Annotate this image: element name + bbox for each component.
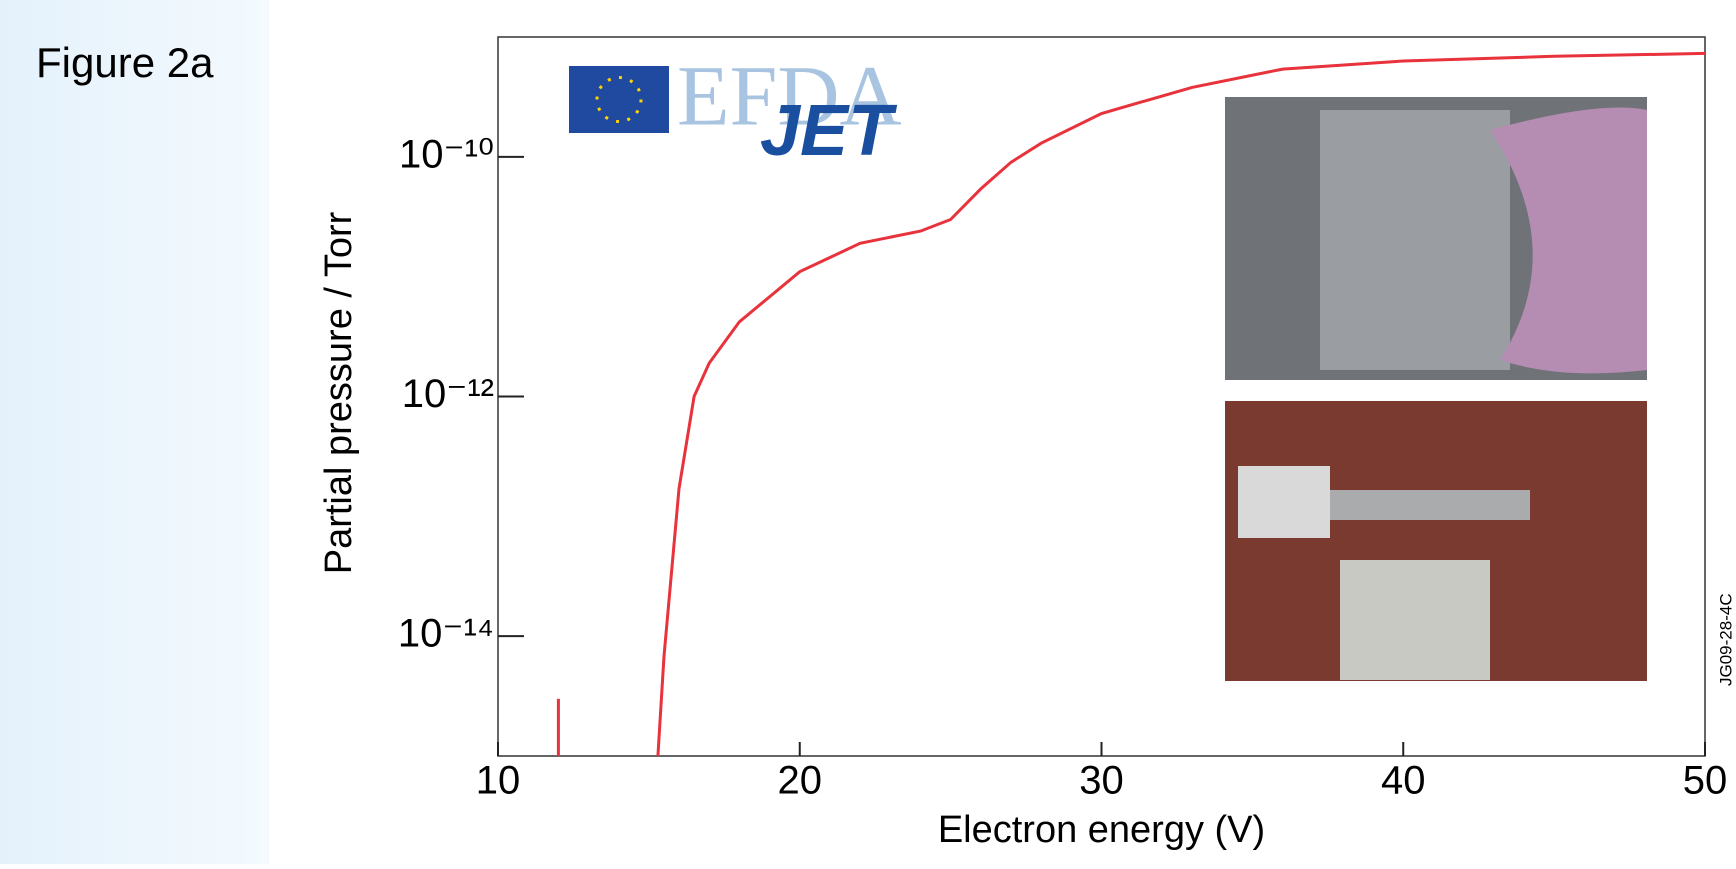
figure-label: Figure 2a (36, 39, 214, 86)
y-axis-label: Partial pressure / Torr (318, 211, 360, 574)
x-tick-label: 20 (778, 759, 823, 803)
photo-bag (1340, 560, 1490, 680)
eu-flag (569, 66, 669, 133)
x-tick-label: 40 (1381, 759, 1426, 803)
x-tick-label: 10 (476, 759, 521, 803)
x-axis-label: Electron energy (V) (938, 809, 1265, 851)
y-tick-label: 10⁻¹⁴ (398, 612, 494, 656)
image-id: JG09-28-4C (1716, 593, 1735, 686)
side-panel (0, 0, 269, 864)
photo-pipe (1330, 490, 1530, 520)
y-tick-label: 10⁻¹² (402, 372, 494, 416)
photo-detail (1320, 110, 1510, 370)
x-tick-label: 50 (1683, 759, 1728, 803)
slide: Figure 2a EFDA JET JG09-28-4C 1020304050… (0, 0, 1736, 864)
photo-box (1238, 466, 1330, 538)
x-tick-label: 30 (1079, 759, 1124, 803)
page: Figure 2a EFDA JET JG09-28-4C 1020304050… (0, 0, 1736, 864)
y-tick-label: 10⁻¹⁰ (399, 132, 494, 176)
logo-jet: JET (760, 91, 898, 171)
